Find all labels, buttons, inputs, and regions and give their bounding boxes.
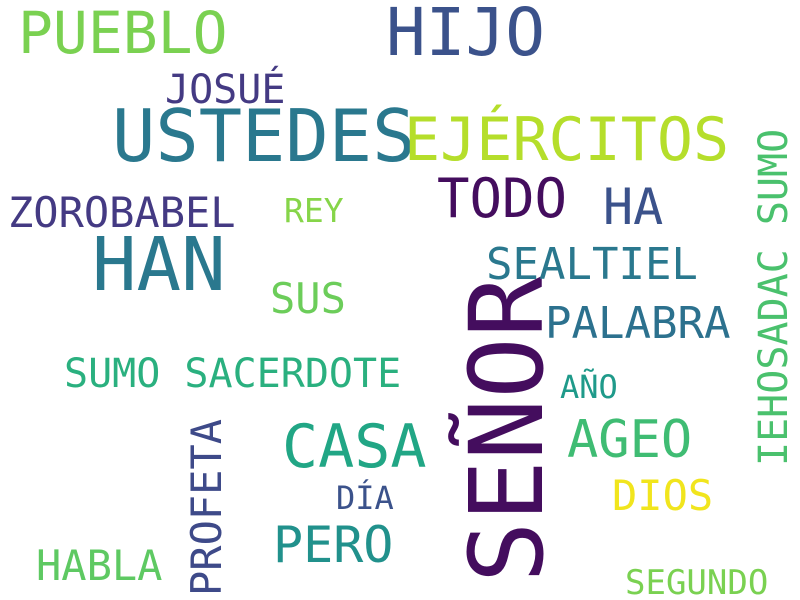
- word-ano: AÑO: [560, 368, 618, 406]
- word-josue: JOSUÉ: [165, 67, 286, 113]
- word-senor: SEÑOR: [448, 275, 567, 583]
- word-dia: DÍA: [336, 479, 394, 517]
- word-han: HAN: [92, 222, 226, 308]
- word-habla: HABLA: [36, 541, 163, 590]
- word-dios: DIOS: [612, 471, 714, 520]
- word-sealtiel: SEALTIEL: [486, 239, 698, 290]
- word-ageo: AGEO: [567, 410, 693, 470]
- word-ustedes: USTEDES: [112, 94, 416, 178]
- word-zorobabel: ZOROBABEL: [8, 188, 236, 237]
- word-segundo: SEGUNDO: [625, 563, 769, 600]
- word-pero: PERO: [273, 516, 394, 574]
- word-palabra: PALABRA: [545, 298, 731, 349]
- word-todo: TODO: [437, 167, 568, 230]
- word-sumo-sacerdote: SUMO SACERDOTE: [64, 351, 402, 397]
- word-casa: CASA: [282, 412, 427, 482]
- word-rey: REY: [284, 191, 344, 230]
- word-ihosadac-sumo: IEHOSADAC SUMO: [751, 128, 797, 466]
- word-hijo: HIJO: [386, 0, 545, 71]
- word-profeta: PROFETA: [182, 418, 231, 596]
- word-ejercitos: EJÉRCITOS: [404, 105, 730, 175]
- word-sus: SUS: [270, 274, 346, 323]
- word-pueblo: PUEBLO: [18, 0, 228, 67]
- word-ha: HA: [603, 178, 664, 236]
